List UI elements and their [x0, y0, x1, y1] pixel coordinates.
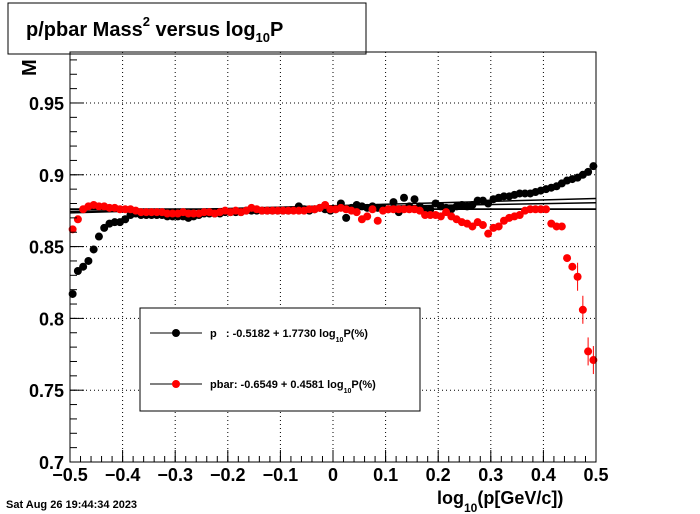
grid: [70, 52, 596, 462]
data-point-p: [84, 256, 93, 265]
y-tick-label: 0.95: [29, 94, 64, 114]
data-point-p: [68, 289, 77, 298]
title-box: p/pbar Mass2 versus log10P: [7, 2, 367, 55]
data-point-pbar: [557, 222, 566, 231]
timestamp: Sat Aug 26 19:44:34 2023: [6, 499, 137, 511]
data-point-pbar: [73, 215, 82, 224]
data-point-p: [389, 198, 398, 207]
x-tick-label: 0.2: [426, 465, 451, 485]
title-sup: 2: [143, 14, 150, 29]
legend-pbar-label: pbar: -0.6549 + 0.4581 log10P(%): [210, 379, 376, 395]
data-point-pbar: [542, 205, 551, 214]
x-tick-label: 0: [328, 465, 338, 485]
title-main: p/pbar Mass: [26, 19, 143, 41]
legend-pbar-marker: [172, 380, 180, 388]
xlabel-sub: 10: [464, 501, 478, 514]
data-point-p: [89, 245, 98, 254]
data-point-pbar: [478, 221, 487, 230]
data-point-pbar: [368, 205, 377, 214]
chart-title: p/pbar Mass2 versus log10P: [26, 14, 283, 45]
data-point-pbar: [373, 216, 382, 225]
legend-p-label: p : -0.5182 + 1.7730 log10P(%): [210, 328, 368, 344]
y-tick-label: 0.7: [39, 453, 64, 473]
y-tick-label: 0.9: [39, 166, 64, 186]
title-end: P: [270, 19, 283, 41]
xlabel-post: (p[GeV/c]): [477, 488, 563, 508]
data-point-pbar: [494, 222, 503, 231]
x-tick-label: −0.4: [105, 465, 141, 485]
x-tick-label: −0.5: [52, 465, 88, 485]
x-tick-label: 0.4: [531, 465, 556, 485]
legend-p-marker: [172, 329, 180, 337]
y-axis-label: M: [19, 59, 41, 76]
x-tick-label: 0.1: [373, 465, 398, 485]
data-point-pbar: [484, 229, 493, 238]
x-tick-label: 0.5: [583, 465, 608, 485]
data-point-p: [410, 195, 419, 204]
data-point-pbar: [563, 254, 572, 263]
y-tick-label: 0.85: [29, 238, 64, 258]
data-point-p: [342, 213, 351, 222]
series-p-points: [68, 162, 598, 298]
data-point-p: [79, 262, 88, 271]
legend-pbar-sub: 10: [344, 388, 352, 395]
data-point-pbar: [68, 225, 77, 234]
data-point-p: [400, 193, 409, 202]
y-tick-label: 0.75: [29, 381, 64, 401]
legend-p-post: P(%): [343, 328, 368, 340]
y-axis-ticks: 0.7 0.75 0.8 0.85 0.9 0.95: [29, 59, 84, 473]
legend-p-sub: 10: [336, 337, 344, 344]
x-tick-label: −0.3: [157, 465, 193, 485]
data-point-pbar: [573, 272, 582, 281]
xlabel-pre: log: [437, 488, 464, 508]
legend-pbar-post: P(%): [351, 379, 376, 391]
data-point-p: [426, 205, 435, 214]
legend-p-pre: p : -0.5182 + 1.7730 log: [210, 328, 336, 340]
legend: p : -0.5182 + 1.7730 log10P(%) pbar: -0.…: [139, 307, 421, 412]
title-mid: versus log: [150, 19, 256, 41]
data-point-pbar: [584, 347, 593, 356]
data-point-p: [589, 162, 598, 171]
x-axis-ticks: −0.5 −0.4 −0.3 −0.2 −0.1 0 0.1 0.2 0.3 0.4 0.5: [52, 450, 609, 485]
x-axis-label: log10(p[GeV/c]): [437, 488, 563, 514]
data-point-pbar: [568, 262, 577, 271]
title-sub: 10: [256, 30, 270, 45]
data-point-pbar: [578, 305, 587, 314]
data-point-p: [94, 232, 103, 241]
legend-box: [139, 307, 421, 412]
x-tick-label: 0.3: [478, 465, 503, 485]
data-point-pbar: [589, 356, 598, 365]
y-tick-label: 0.8: [39, 309, 64, 329]
data-point-pbar: [363, 212, 372, 221]
x-tick-label: −0.1: [263, 465, 299, 485]
data-point-pbar: [352, 208, 361, 217]
data-point-p: [584, 167, 593, 176]
x-tick-label: −0.2: [210, 465, 246, 485]
legend-pbar-pre: pbar: -0.6549 + 0.4581 log: [210, 379, 344, 391]
series-pbar-points: [68, 200, 598, 375]
